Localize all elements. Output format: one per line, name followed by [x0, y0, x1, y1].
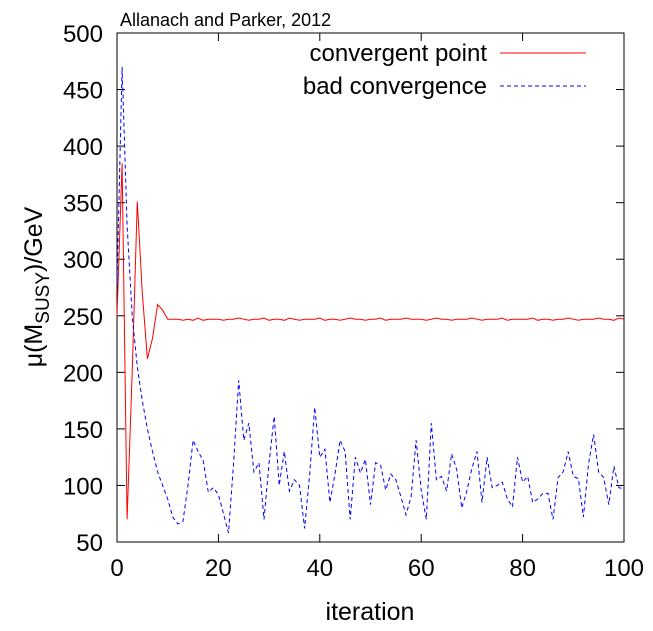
y-tick-label-1: 100	[63, 473, 103, 500]
y-tick-label-5: 300	[63, 247, 103, 274]
y-tick-label-4: 250	[63, 304, 103, 331]
legend-label-convergent: convergent point	[310, 40, 488, 67]
series-lines	[116, 66, 625, 534]
y-tick-label-2: 150	[63, 417, 103, 444]
y-tick-label-3: 200	[63, 360, 103, 387]
y-tick-label-0: 50	[76, 530, 103, 557]
x-tick-label-4: 80	[509, 555, 536, 582]
y-axis-label-subscript: SUSY	[33, 272, 54, 324]
tick-labels: 0 20 40 60 80 100 50 100 150 200 250 300 350 400 450 50…	[63, 21, 644, 582]
axis-ticks	[116, 32, 625, 543]
x-tick-label-3: 60	[408, 555, 435, 582]
chart-title: Allanach and Parker, 2012	[120, 10, 331, 30]
y-tick-label-8: 450	[63, 78, 103, 105]
legend-label-bad: bad convergence	[303, 73, 487, 100]
y-axis-label-prefix: μ(M	[20, 324, 48, 368]
y-tick-label-6: 350	[63, 191, 103, 218]
y-axis-label-suffix: )/GeV	[20, 206, 48, 272]
y-tick-label-7: 400	[63, 134, 103, 161]
plot-frame	[116, 32, 625, 543]
series-line-0	[116, 163, 625, 520]
y-tick-label-9: 500	[63, 21, 103, 48]
x-tick-label-5: 100	[604, 555, 644, 582]
x-tick-label-0: 0	[110, 555, 123, 582]
series-line-1	[116, 66, 625, 534]
y-axis-label: μ(MSUSY)/GeV	[20, 206, 54, 367]
x-axis-label: iteration	[326, 598, 415, 626]
x-tick-label-1: 20	[205, 555, 232, 582]
legend: convergent point bad convergence	[303, 40, 586, 100]
x-tick-label-2: 40	[306, 555, 333, 582]
